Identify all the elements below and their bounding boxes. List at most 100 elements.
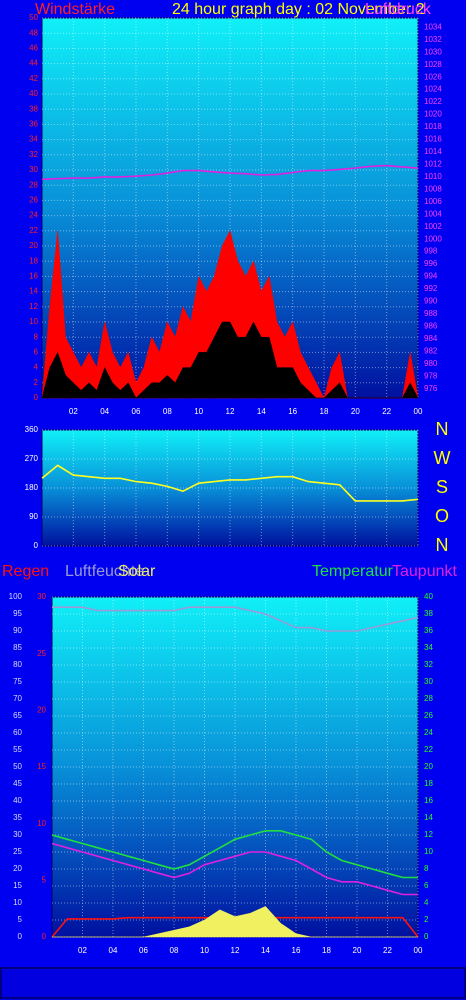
x-tick-label: 02 (78, 946, 87, 955)
y-tick-label: 0 (42, 932, 47, 941)
y-tick-label: 10 (424, 847, 433, 856)
direction-label: W (434, 448, 451, 468)
line (41, 164, 419, 181)
x-tick-label: 08 (170, 946, 179, 955)
y-tick-label: 982 (424, 346, 438, 355)
y-tick-label: 2 (424, 915, 429, 924)
y-tick-label: 32 (29, 150, 38, 159)
y-tick-label: 90 (29, 512, 38, 521)
y-tick-label: 1006 (424, 197, 442, 206)
x-tick-label: 12 (231, 946, 240, 955)
y-tick-label: 14 (29, 287, 38, 296)
x-tick-label: 02 (69, 407, 78, 416)
x-tick-label: 20 (351, 407, 360, 416)
y-tick-label: 32 (424, 660, 433, 669)
y-tick-label: 22 (29, 226, 38, 235)
y-tick-label: 14 (424, 813, 433, 822)
axis-title: Windstärke (35, 1, 115, 18)
y-tick-label: 24 (424, 728, 433, 737)
x-tick-label: 22 (382, 407, 391, 416)
y-tick-label: 100 (9, 592, 23, 601)
y-tick-label: 1000 (424, 234, 442, 243)
legend-label: Regen (2, 563, 49, 580)
y-tick-label: 28 (29, 180, 38, 189)
y-tick-label: 180 (25, 483, 39, 492)
y-tick-label: 26 (424, 711, 433, 720)
y-tick-label: 10 (13, 898, 22, 907)
y-tick-label: 95 (13, 609, 22, 618)
y-tick-label: 1024 (424, 85, 442, 94)
y-tick-label: 1016 (424, 135, 442, 144)
plot-area (41, 429, 419, 547)
y-tick-label: 34 (29, 135, 38, 144)
y-tick-label: 984 (424, 334, 438, 343)
y-tick-label: 44 (29, 59, 38, 68)
y-tick-label: 40 (424, 592, 433, 601)
y-tick-label: 10 (37, 819, 46, 828)
y-tick-label: 12 (424, 830, 433, 839)
chart-title: 24 hour graph day : 02 November 2 (172, 1, 425, 18)
y-tick-label: 1018 (424, 122, 442, 131)
y-tick-label: 986 (424, 321, 438, 330)
line (51, 842, 418, 896)
y-tick-label: 0 (424, 932, 429, 941)
y-tick-label: 2 (34, 378, 39, 387)
x-tick-label: 04 (109, 946, 118, 955)
footer-bar (0, 967, 466, 999)
y-tick-label: 6 (34, 348, 39, 357)
y-tick-label: 15 (37, 762, 46, 771)
direction-label: S (436, 477, 448, 497)
y-tick-label: 40 (29, 89, 38, 98)
y-tick-label: 1028 (424, 60, 442, 69)
axis-title: Luftdruck (365, 1, 432, 18)
y-tick-label: 18 (29, 256, 38, 265)
y-tick-label: 976 (424, 384, 438, 393)
y-tick-label: 46 (29, 44, 38, 53)
y-tick-label: 980 (424, 359, 438, 368)
y-tick-label: 998 (424, 247, 438, 256)
y-tick-label: 34 (424, 643, 433, 652)
y-tick-label: 1008 (424, 184, 442, 193)
x-tick-label: 22 (383, 946, 392, 955)
legend-label: Temperatur (312, 563, 394, 580)
y-tick-label: 30 (29, 165, 38, 174)
direction-label: N (436, 419, 449, 439)
y-tick-label: 36 (424, 626, 433, 635)
line (51, 830, 418, 879)
legend-label: Luftfeuchte (65, 563, 144, 580)
y-tick-label: 1004 (424, 209, 442, 218)
x-tick-label: 10 (194, 407, 203, 416)
y-tick-label: 1032 (424, 35, 442, 44)
x-tick-label: 18 (322, 946, 331, 955)
x-tick-label: 14 (261, 946, 270, 955)
y-tick-label: 5 (42, 875, 47, 884)
y-tick-label: 1026 (424, 72, 442, 81)
y-tick-label: 992 (424, 284, 438, 293)
y-tick-label: 55 (13, 745, 22, 754)
direction-label: N (436, 535, 449, 555)
y-tick-label: 30 (37, 592, 46, 601)
y-tick-label: 50 (29, 13, 38, 22)
y-tick-label: 1014 (424, 147, 442, 156)
y-tick-label: 75 (13, 677, 22, 686)
line (52, 606, 419, 632)
y-tick-label: 36 (29, 120, 38, 129)
y-tick-label: 24 (29, 211, 38, 220)
y-tick-label: 994 (424, 272, 438, 281)
y-tick-label: 26 (29, 196, 38, 205)
y-tick-label: 0 (34, 393, 39, 402)
x-tick-label: 20 (353, 946, 362, 955)
area (41, 321, 419, 399)
y-tick-label: 1010 (424, 172, 442, 181)
y-tick-label: 12 (29, 302, 38, 311)
x-tick-label: 06 (139, 946, 148, 955)
y-tick-label: 45 (13, 779, 22, 788)
y-tick-label: 30 (424, 677, 433, 686)
y-tick-label: 22 (424, 745, 433, 754)
area (52, 906, 418, 938)
y-tick-label: 48 (29, 28, 38, 37)
y-tick-label: 15 (13, 881, 22, 890)
line (41, 464, 419, 502)
